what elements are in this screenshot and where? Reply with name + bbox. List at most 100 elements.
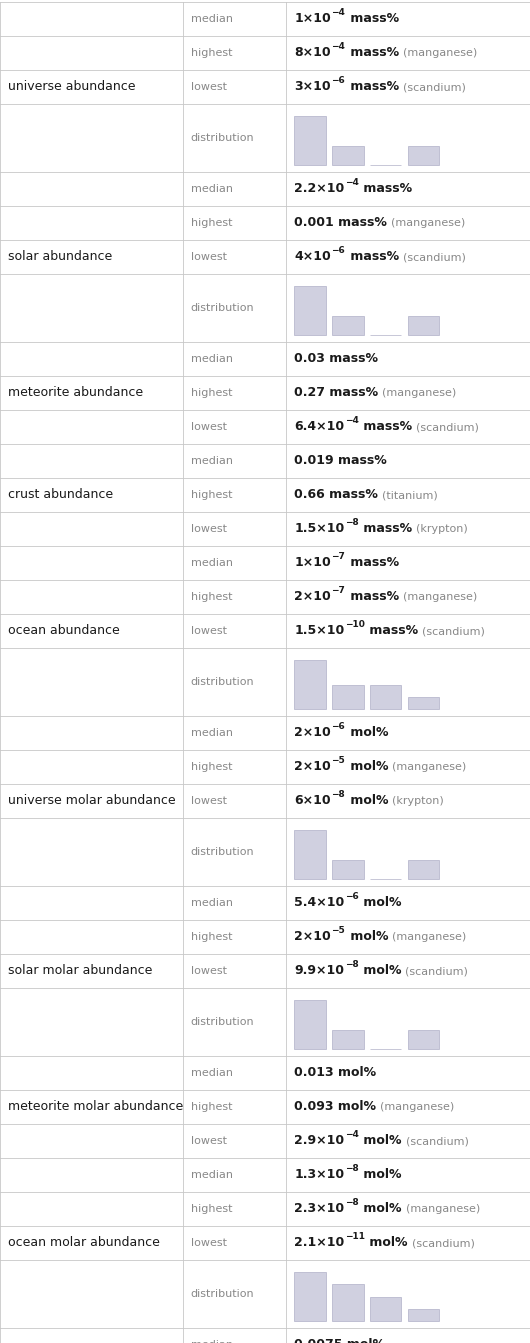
- Text: (manganese): (manganese): [392, 761, 466, 772]
- Text: mass%: mass%: [359, 183, 412, 196]
- Text: (scandium): (scandium): [403, 252, 466, 262]
- Text: mass%: mass%: [346, 47, 399, 59]
- Text: mol%: mol%: [359, 1135, 402, 1147]
- Text: 2×10: 2×10: [294, 931, 331, 944]
- Text: meteorite molar abundance: meteorite molar abundance: [8, 1100, 183, 1113]
- Text: ocean abundance: ocean abundance: [8, 624, 120, 638]
- Text: 1.5×10: 1.5×10: [294, 522, 344, 536]
- Text: 3×10: 3×10: [294, 81, 331, 94]
- Text: −10: −10: [345, 620, 365, 630]
- Text: median: median: [191, 355, 233, 364]
- Text: highest: highest: [191, 592, 232, 602]
- Text: −4: −4: [345, 416, 359, 426]
- Text: 2×10: 2×10: [294, 760, 331, 774]
- Text: 2.3×10: 2.3×10: [294, 1202, 344, 1215]
- Text: −4: −4: [331, 43, 345, 51]
- Text: 6×10: 6×10: [294, 795, 331, 807]
- Text: −6: −6: [331, 77, 345, 86]
- Text: (scandium): (scandium): [405, 1136, 469, 1146]
- Text: distribution: distribution: [191, 1289, 254, 1299]
- Text: 1×10: 1×10: [294, 556, 331, 569]
- Text: (manganese): (manganese): [403, 592, 477, 602]
- Text: −4: −4: [345, 179, 359, 188]
- Text: mol%: mol%: [359, 1202, 402, 1215]
- Text: mol%: mol%: [346, 727, 388, 740]
- Text: meteorite abundance: meteorite abundance: [8, 387, 143, 399]
- Bar: [408, 316, 439, 336]
- Text: −8: −8: [344, 960, 358, 970]
- Text: median: median: [191, 13, 233, 24]
- Text: highest: highest: [191, 932, 232, 941]
- Text: (manganese): (manganese): [380, 1103, 454, 1112]
- Text: (krypton): (krypton): [392, 796, 444, 806]
- Text: (scandium): (scandium): [417, 422, 479, 432]
- Text: highest: highest: [191, 1103, 232, 1112]
- Text: highest: highest: [191, 1205, 232, 1214]
- Text: mass%: mass%: [346, 556, 399, 569]
- Text: median: median: [191, 1068, 233, 1078]
- Text: (krypton): (krypton): [417, 524, 468, 535]
- Bar: [294, 661, 326, 709]
- Text: −7: −7: [331, 587, 346, 595]
- Text: highest: highest: [191, 490, 232, 500]
- Text: lowest: lowest: [191, 796, 227, 806]
- Text: 8×10: 8×10: [294, 47, 331, 59]
- Text: 1.5×10: 1.5×10: [294, 624, 344, 638]
- Bar: [332, 316, 364, 336]
- Text: median: median: [191, 728, 233, 739]
- Text: lowest: lowest: [191, 966, 227, 976]
- Text: mass%: mass%: [346, 591, 399, 603]
- Text: −8: −8: [345, 518, 359, 528]
- Text: distribution: distribution: [191, 133, 254, 142]
- Text: distribution: distribution: [191, 677, 254, 688]
- Text: −6: −6: [331, 246, 345, 255]
- Text: 0.019 mass%: 0.019 mass%: [294, 454, 387, 467]
- Text: 0.0075 mol%: 0.0075 mol%: [294, 1339, 385, 1343]
- Bar: [332, 1030, 364, 1049]
- Bar: [332, 1284, 364, 1322]
- Text: solar abundance: solar abundance: [8, 251, 112, 263]
- Text: 0.66 mass%: 0.66 mass%: [294, 489, 378, 501]
- Bar: [294, 1001, 326, 1049]
- Text: mol%: mol%: [366, 1237, 408, 1249]
- Text: 2.1×10: 2.1×10: [294, 1237, 344, 1249]
- Text: mass%: mass%: [359, 420, 412, 434]
- Text: 0.013 mol%: 0.013 mol%: [294, 1066, 376, 1080]
- Text: (manganese): (manganese): [391, 218, 465, 228]
- Text: median: median: [191, 1340, 233, 1343]
- Text: lowest: lowest: [191, 1238, 227, 1248]
- Text: mol%: mol%: [346, 795, 388, 807]
- Bar: [294, 1272, 326, 1322]
- Text: lowest: lowest: [191, 626, 227, 637]
- Text: mass%: mass%: [359, 522, 412, 536]
- Bar: [408, 697, 439, 709]
- Text: lowest: lowest: [191, 82, 227, 93]
- Bar: [332, 145, 364, 165]
- Text: −11: −11: [345, 1233, 365, 1241]
- Text: −4: −4: [345, 1131, 359, 1139]
- Bar: [408, 145, 439, 165]
- Text: mass%: mass%: [365, 624, 419, 638]
- Text: mol%: mol%: [359, 1168, 402, 1182]
- Text: 2×10: 2×10: [294, 591, 331, 603]
- Text: median: median: [191, 557, 233, 568]
- Text: (manganese): (manganese): [403, 48, 477, 58]
- Text: universe molar abundance: universe molar abundance: [8, 795, 175, 807]
- Text: 2.9×10: 2.9×10: [294, 1135, 344, 1147]
- Text: median: median: [191, 184, 233, 193]
- Text: mass%: mass%: [346, 251, 399, 263]
- Text: 2×10: 2×10: [294, 727, 331, 740]
- Text: median: median: [191, 1170, 233, 1180]
- Text: ocean molar abundance: ocean molar abundance: [8, 1237, 160, 1249]
- Text: −5: −5: [331, 756, 345, 766]
- Text: −6: −6: [331, 723, 345, 732]
- Text: mol%: mol%: [346, 760, 388, 774]
- Bar: [332, 860, 364, 880]
- Text: highest: highest: [191, 48, 232, 58]
- Text: mass%: mass%: [346, 12, 399, 26]
- Text: 9.9×10: 9.9×10: [294, 964, 344, 978]
- Text: mass%: mass%: [346, 81, 399, 94]
- Text: 0.27 mass%: 0.27 mass%: [294, 387, 378, 399]
- Bar: [408, 1309, 439, 1322]
- Text: lowest: lowest: [191, 524, 227, 535]
